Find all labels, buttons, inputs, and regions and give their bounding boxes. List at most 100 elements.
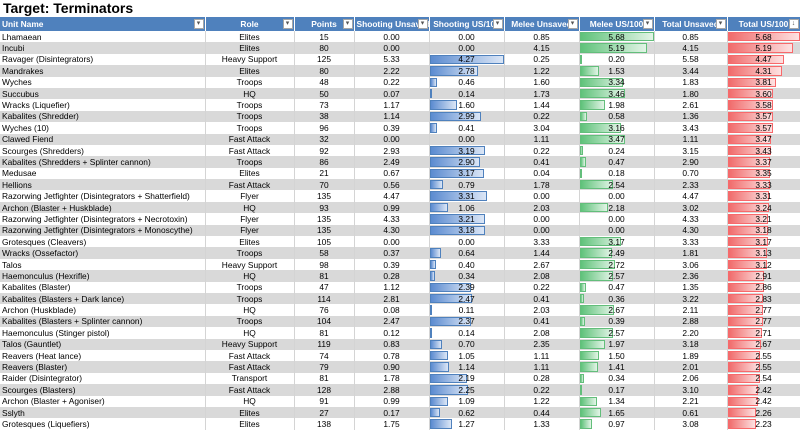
cell-shooting-us100[interactable]: 1.14 <box>429 361 505 373</box>
cell-shooting-us100[interactable]: 0.00 <box>429 133 505 145</box>
cell-shooting-unsaved[interactable]: 0.37 <box>354 247 430 259</box>
cell-unit-name[interactable]: Lhamaean <box>0 31 206 43</box>
cell-melee-us100[interactable]: 5.68 <box>579 31 655 43</box>
cell-role[interactable]: Elites <box>205 418 295 430</box>
cell-shooting-us100[interactable]: 3.21 <box>429 213 505 225</box>
cell-shooting-unsaved[interactable]: 2.47 <box>354 315 430 328</box>
cell-unit-name[interactable]: Kabalites (Blaster) <box>0 281 206 293</box>
table-row[interactable]: Razorwing Jetfighter (Disintegrators + M… <box>0 224 800 237</box>
cell-melee-unsaved[interactable]: 0.00 <box>504 190 580 202</box>
cell-role[interactable]: Elites <box>205 236 295 248</box>
cell-total-unsaved[interactable]: 0.61 <box>654 406 728 419</box>
cell-total-us100[interactable]: 3.21 <box>727 213 800 225</box>
cell-role[interactable]: Fast Attack <box>205 133 295 145</box>
cell-points[interactable]: 92 <box>294 144 355 157</box>
cell-role[interactable]: HQ <box>205 395 295 407</box>
table-row[interactable]: Haemonculus (Stinger pistol) HQ 81 0.12 0.14… <box>0 327 800 339</box>
cell-melee-unsaved[interactable]: 2.03 <box>504 304 580 316</box>
cell-unit-name[interactable]: Razorwing Jetfighter (Disintegrators + S… <box>0 190 206 202</box>
cell-shooting-unsaved[interactable]: 0.00 <box>354 31 430 43</box>
cell-shooting-us100[interactable]: 2.39 <box>429 281 505 293</box>
cell-role[interactable]: Troops <box>205 292 295 305</box>
table-row[interactable]: Wyches Troops 48 0.22 0.46 1.60 3.34 1.83 3.81 <box>0 76 800 88</box>
cell-total-us100[interactable]: 3.33 <box>727 179 800 191</box>
cell-unit-name[interactable]: Kabalites (Blasters + Splinter cannon) <box>0 315 206 328</box>
cell-shooting-unsaved[interactable]: 1.78 <box>354 372 430 385</box>
table-row[interactable]: Clawed Fiend Fast Attack 32 0.00 0.00 1.11 3.4… <box>0 133 800 145</box>
table-row[interactable]: Kabalites (Blasters + Dark lance) Troops 1… <box>0 292 800 305</box>
cell-shooting-us100[interactable]: 0.00 <box>429 31 505 43</box>
table-row[interactable]: Kabalites (Shredder) Troops 38 1.14 2.99 0.22… <box>0 110 800 123</box>
cell-shooting-unsaved[interactable]: 0.99 <box>354 201 430 214</box>
cell-points[interactable]: 80 <box>294 65 355 77</box>
cell-role[interactable]: Troops <box>205 122 295 134</box>
cell-shooting-us100[interactable]: 3.19 <box>429 144 505 157</box>
cell-total-unsaved[interactable]: 1.80 <box>654 87 728 100</box>
cell-total-unsaved[interactable]: 2.90 <box>654 156 728 168</box>
cell-unit-name[interactable]: Haemonculus (Hexrifle) <box>0 270 206 282</box>
cell-role[interactable]: HQ <box>205 87 295 100</box>
cell-shooting-unsaved[interactable]: 0.39 <box>354 122 430 134</box>
cell-role[interactable]: Troops <box>205 76 295 88</box>
cell-melee-us100[interactable]: 0.24 <box>579 144 655 157</box>
table-row[interactable]: Grotesques (Liquefiers) Elites 138 1.75 1.27… <box>0 418 800 430</box>
table-row[interactable]: Incubi Elites 80 0.00 0.00 4.15 5.19 4.15 5.19 <box>0 42 800 54</box>
cell-shooting-us100[interactable]: 0.34 <box>429 270 505 282</box>
cell-unit-name[interactable]: Mandrakes <box>0 65 206 77</box>
cell-role[interactable]: Elites <box>205 167 295 180</box>
cell-shooting-unsaved[interactable]: 0.78 <box>354 349 430 362</box>
cell-total-unsaved[interactable]: 3.44 <box>654 65 728 77</box>
cell-shooting-us100[interactable]: 1.06 <box>429 201 505 214</box>
cell-total-us100[interactable]: 3.24 <box>727 201 800 214</box>
cell-total-unsaved[interactable]: 1.81 <box>654 247 728 259</box>
cell-melee-unsaved[interactable]: 1.22 <box>504 395 580 407</box>
cell-unit-name[interactable]: Talos (Gauntlet) <box>0 338 206 350</box>
cell-shooting-us100[interactable]: 1.27 <box>429 418 505 430</box>
cell-shooting-us100[interactable]: 3.18 <box>429 224 505 237</box>
cell-melee-us100[interactable]: 0.97 <box>579 418 655 430</box>
filter-dropdown-icon[interactable]: ▾ <box>282 19 293 29</box>
cell-role[interactable]: Flyer <box>205 190 295 202</box>
cell-melee-us100[interactable]: 0.00 <box>579 213 655 225</box>
cell-role[interactable]: HQ <box>205 304 295 316</box>
cell-total-us100[interactable]: 2.91 <box>727 270 800 282</box>
cell-points[interactable]: 15 <box>294 31 355 43</box>
cell-melee-unsaved[interactable]: 1.22 <box>504 65 580 77</box>
cell-shooting-unsaved[interactable]: 0.22 <box>354 76 430 88</box>
cell-total-unsaved[interactable]: 3.22 <box>654 292 728 305</box>
filter-dropdown-icon[interactable]: ▾ <box>567 19 578 29</box>
cell-points[interactable]: 135 <box>294 190 355 202</box>
cell-total-us100[interactable]: 2.77 <box>727 304 800 316</box>
table-row[interactable]: Wracks (Liquefier) Troops 73 1.17 1.60 1.44 1.… <box>0 99 800 111</box>
cell-total-us100[interactable]: 5.19 <box>727 42 800 54</box>
cell-shooting-us100[interactable]: 0.00 <box>429 42 505 54</box>
cell-unit-name[interactable]: Wyches <box>0 76 206 88</box>
cell-role[interactable]: HQ <box>205 201 295 214</box>
cell-total-unsaved[interactable]: 1.11 <box>654 133 728 145</box>
cell-role[interactable]: Troops <box>205 247 295 259</box>
cell-points[interactable]: 38 <box>294 110 355 123</box>
cell-unit-name[interactable]: Grotesques (Cleavers) <box>0 236 206 248</box>
cell-unit-name[interactable]: Reavers (Blaster) <box>0 361 206 373</box>
cell-total-us100[interactable]: 2.26 <box>727 406 800 419</box>
cell-melee-us100[interactable]: 1.97 <box>579 338 655 350</box>
filter-dropdown-icon[interactable]: ▾ <box>492 19 503 29</box>
cell-shooting-unsaved[interactable]: 1.12 <box>354 281 430 293</box>
cell-melee-unsaved[interactable]: 0.41 <box>504 315 580 328</box>
cell-unit-name[interactable]: Succubus <box>0 87 206 100</box>
cell-melee-us100[interactable]: 2.49 <box>579 247 655 259</box>
table-row[interactable]: Archon (Huskblade) HQ 76 0.08 0.11 2.03 2.67 2.… <box>0 304 800 316</box>
cell-shooting-us100[interactable]: 2.37 <box>429 315 505 328</box>
cell-points[interactable]: 73 <box>294 99 355 111</box>
cell-melee-unsaved[interactable]: 3.04 <box>504 122 580 134</box>
table-row[interactable]: Talos (Gauntlet) Heavy Support 119 0.83 0.70… <box>0 338 800 350</box>
table-row[interactable]: Reavers (Blaster) Fast Attack 79 0.90 1.14 1.… <box>0 361 800 373</box>
cell-total-unsaved[interactable]: 0.85 <box>654 31 728 43</box>
cell-shooting-unsaved[interactable]: 2.93 <box>354 144 430 157</box>
cell-points[interactable]: 93 <box>294 201 355 214</box>
cell-melee-us100[interactable]: 0.58 <box>579 110 655 123</box>
cell-melee-us100[interactable]: 3.46 <box>579 87 655 100</box>
table-row[interactable]: Archon (Blaster + Huskblade) HQ 93 0.99 1.06… <box>0 201 800 214</box>
cell-points[interactable]: 86 <box>294 156 355 168</box>
cell-points[interactable]: 98 <box>294 258 355 271</box>
